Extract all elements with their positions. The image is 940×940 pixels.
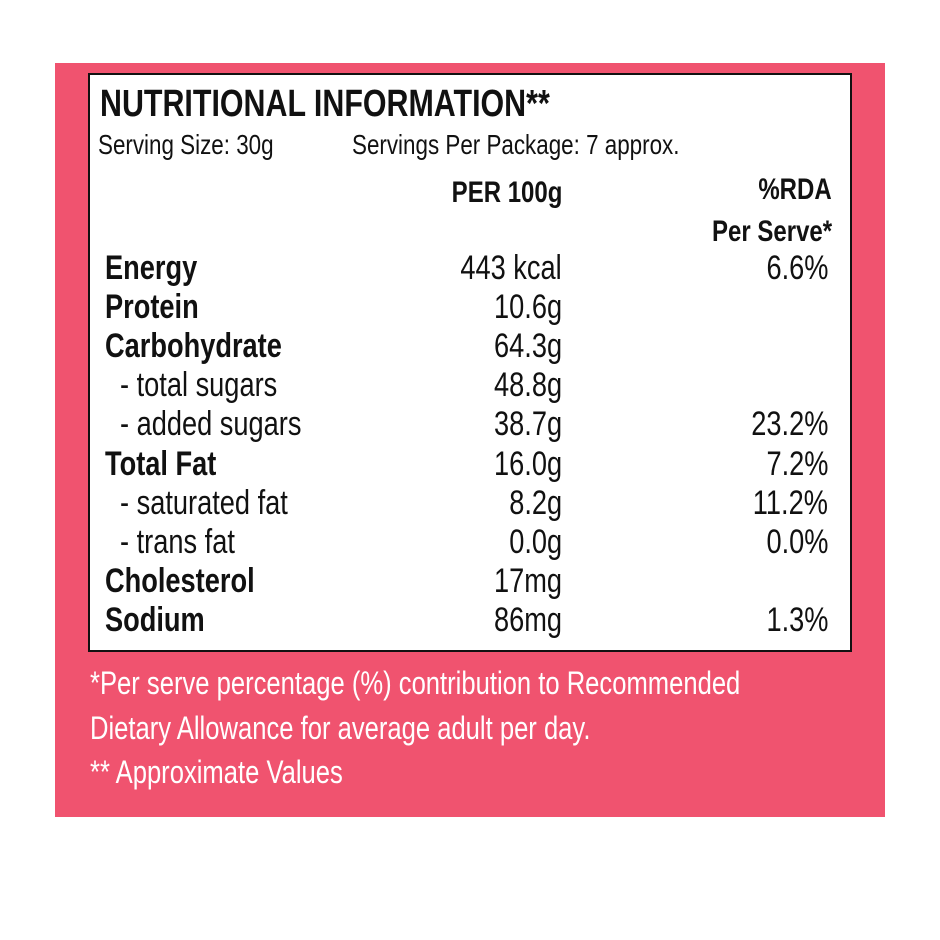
row-label: Total Fat [105,444,217,483]
footnote: ** Approximate Values [90,754,343,790]
rda-value: 6.6% [766,249,828,287]
row-label: - saturated fat [120,483,288,522]
rda-value: 23.2% [750,405,828,444]
row-label: - trans fat [120,522,235,561]
per-100g-value: 17mg [493,561,562,600]
per-100g-value: 10.6g [493,288,562,327]
servings-per-package: Servings Per Package: 7 approx. [352,129,680,160]
row-label: - total sugars [120,366,278,405]
rda-value: 1.3% [766,600,828,639]
column-header: %RDA [758,173,832,206]
info-box [88,73,852,652]
row-label: Energy [105,249,198,287]
rda-value: 0.0% [766,522,828,561]
row-label: Carbohydrate [105,327,282,366]
rda-value: 7.2% [766,444,828,483]
title: NUTRITIONAL INFORMATION** [100,83,550,125]
per-100g-value: 0.0g [509,522,562,561]
row-label: Cholesterol [105,561,255,600]
column-header: PER 100g [451,176,562,209]
column-header: Per Serve* [711,215,832,248]
per-100g-value: 8.2g [509,483,562,522]
row-label: Protein [105,288,199,327]
row-label: Sodium [105,600,205,639]
footnote: Dietary Allowance for average adult per … [90,709,591,746]
per-100g-value: 38.7g [493,405,562,444]
rda-value: 11.2% [752,483,828,522]
per-100g-value: 16.0g [493,444,562,483]
serving-size: Serving Size: 30g [98,129,274,160]
per-100g-value: 86mg [493,600,562,639]
footnote: *Per serve percentage (%) contribution t… [90,665,741,701]
row-label: - added sugars [120,405,302,444]
per-100g-value: 48.8g [493,366,562,405]
per-100g-value: 64.3g [493,327,562,366]
per-100g-value: 443 kcal [460,249,562,287]
